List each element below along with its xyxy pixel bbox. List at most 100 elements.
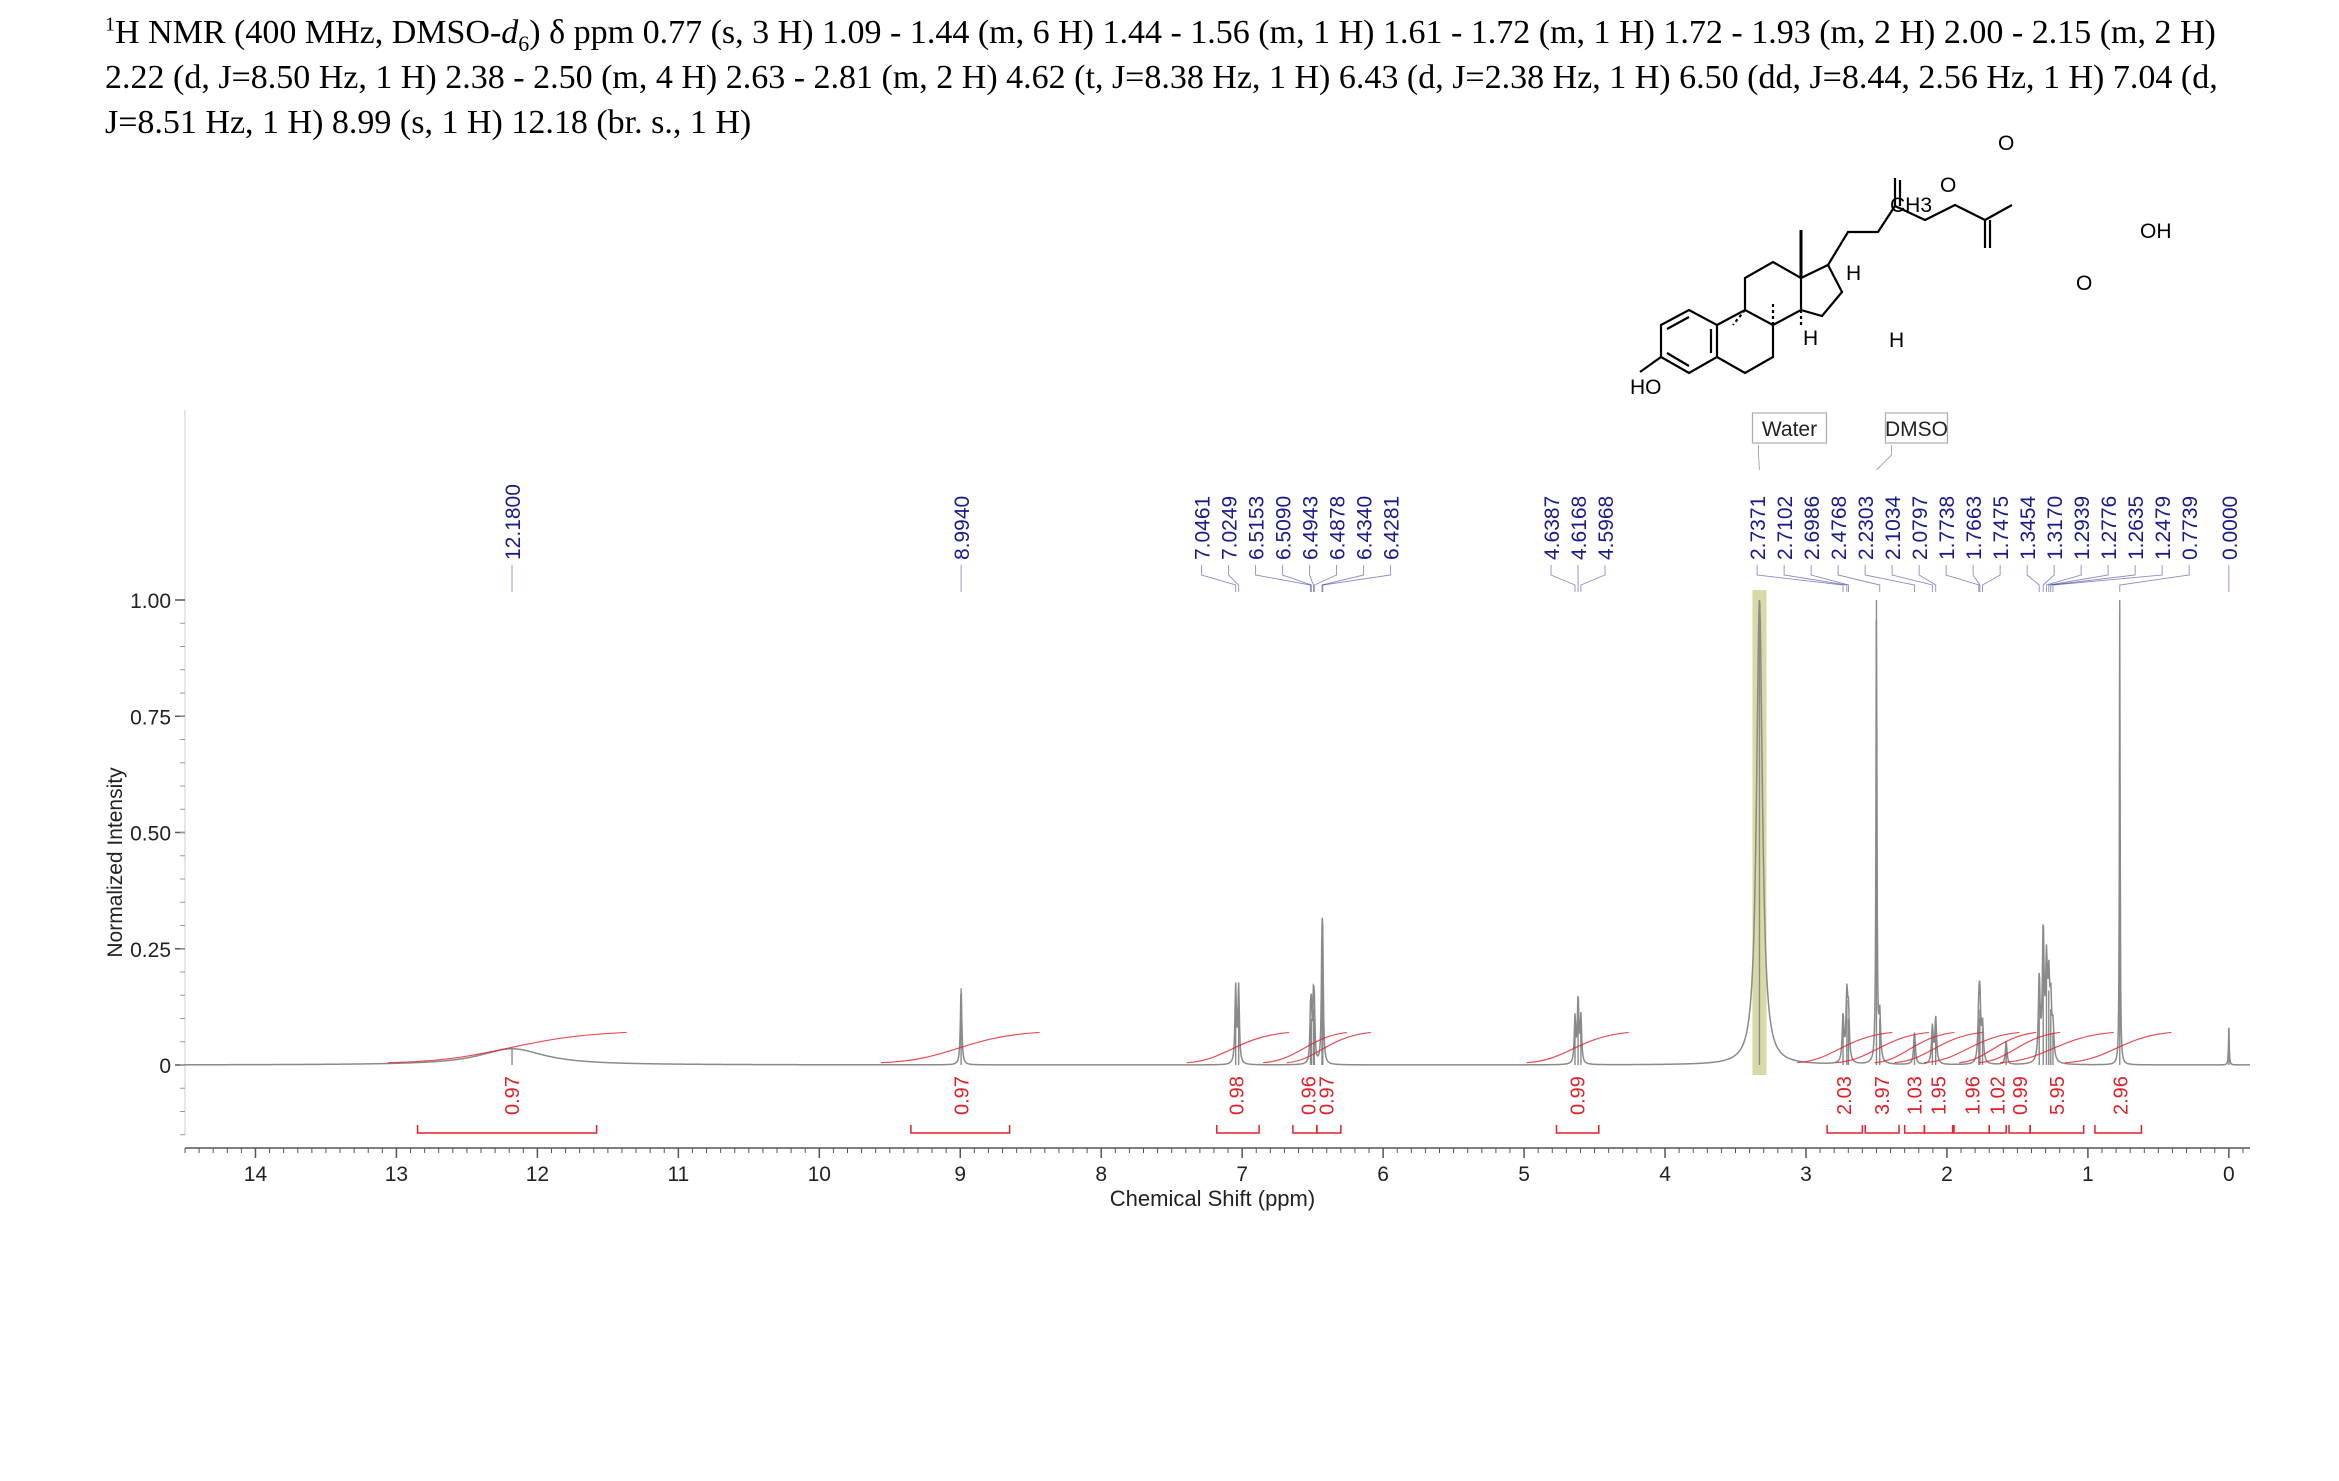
peak-label-leader [1982, 565, 2001, 592]
nmr-description-line-1a: NMR (400 MHz, DMSO- [139, 14, 502, 51]
peak-label: 1.2939 [2071, 496, 2094, 560]
x-tick-label: 11 [667, 1163, 689, 1186]
integral-curve [1978, 1031, 2061, 1064]
nmr-description: 1H NMR (400 MHz, DMSO-d6) δ ppm 0.77 (s,… [105, 10, 2285, 145]
y-tick-label: 0.50 [130, 823, 171, 846]
peak-label-leader [1783, 565, 1848, 592]
integral-value: 1.96 [1962, 1076, 1984, 1115]
peak-label-leader [2052, 565, 2163, 592]
peak-label: 2.2303 [1855, 496, 1878, 560]
y-tick-label: 0.25 [130, 939, 171, 962]
peak-label: 6.4281 [1381, 496, 1404, 560]
peak-label: 1.2776 [2098, 496, 2121, 560]
integral-curve [1797, 1031, 1893, 1064]
integral-value: 0.97 [952, 1076, 974, 1115]
peak-label: 6.4878 [1327, 496, 1350, 560]
peak-label-leader [1321, 565, 1365, 592]
structure-label: CH3 [1890, 194, 1932, 217]
peak-label: 7.0461 [1192, 496, 1215, 560]
peak-label-leader [1756, 565, 1844, 592]
chemical-structure [1639, 178, 2013, 375]
integral-curve [1186, 1031, 1290, 1064]
integral-curve [2000, 1031, 2114, 1064]
peak-label: 4.6168 [1568, 496, 1591, 560]
integral-value: 0.98 [1227, 1076, 1249, 1115]
y-tick-label: 0.75 [130, 706, 171, 729]
integral-curve [387, 1031, 627, 1064]
peak-label-leader [2026, 565, 2040, 592]
peak-label: 6.5090 [1273, 496, 1296, 560]
solvent-label-leader [1876, 445, 1892, 471]
peak-label-leader [1945, 565, 1980, 592]
peak-label-leader [1255, 565, 1311, 592]
x-tick-label: 5 [1518, 1163, 1530, 1186]
peak-label: 2.0797 [1909, 496, 1932, 560]
peak-label: 1.2635 [2125, 496, 2148, 560]
peak-label: 6.4340 [1354, 496, 1377, 560]
peak-label: 7.0249 [1219, 496, 1242, 560]
nucleus-symbol: H [115, 14, 140, 51]
solvent-label-box [1751, 412, 1828, 444]
integral-curve [2064, 1031, 2172, 1064]
peak-label-leader [1972, 565, 1981, 592]
structure-label: H [1889, 329, 1904, 352]
integral-bracket [1555, 1125, 1600, 1134]
peak-label-leader [1201, 565, 1237, 592]
solvent-subscript: 6 [518, 30, 530, 56]
structure-label: H [1846, 262, 1861, 285]
peak-label-leader [1837, 565, 1881, 592]
integral-curve [1286, 1031, 1371, 1064]
integral-bracket [1826, 1125, 1864, 1134]
integral-curve [1923, 1031, 2020, 1064]
peak-label: 4.6387 [1541, 496, 1564, 560]
peak-label: 1.7475 [1990, 496, 2013, 560]
integral-bracket [1864, 1125, 1900, 1134]
peak-label: 1.2479 [2152, 496, 2175, 560]
integral-value: 2.03 [1834, 1076, 1856, 1115]
peak-label: 2.6986 [1801, 496, 1824, 560]
integral-curve [1262, 1031, 1347, 1064]
x-tick-label: 1 [2082, 1163, 2094, 1186]
integral-curves: 0.97 0.97 0.98 0.960.97 0.99 2.03 3.97 1.03 1.95… [387, 1031, 2172, 1134]
x-tick-label: 3 [1800, 1163, 1812, 1186]
solvent-label: DMSO [1885, 418, 1948, 441]
axis-labels: Chemical Shift (ppm) Normalized Intensity [104, 767, 1315, 1211]
x-tick-label: 9 [954, 1163, 966, 1186]
peak-label-leader [1810, 565, 1849, 592]
x-tick-label: 4 [1659, 1163, 1671, 1186]
integral-value: 0.97 [502, 1076, 524, 1115]
integral-value: 5.95 [2047, 1076, 2069, 1115]
peak-label-leader [1580, 565, 1606, 592]
y-axis-title: Normalized Intensity [104, 767, 127, 958]
nmr-description-line-1b: ) δ ppm 0.77 (s, 3 H) 1.09 - 1.44 (m, 6 … [529, 14, 2216, 51]
x-tick-label: 0 [2223, 1163, 2235, 1186]
x-tick-label: 8 [1095, 1163, 1107, 1186]
peak-label: 0.7739 [2179, 496, 2202, 560]
peak-label: 8.9940 [951, 496, 974, 560]
integral-value: 2.96 [2110, 1076, 2132, 1115]
integral-bracket [1292, 1125, 1318, 1134]
integral-value: 0.97 [1317, 1076, 1339, 1115]
solvent-annotations: Water DMSO [1751, 412, 1949, 471]
x-tick-label: 7 [1236, 1163, 1248, 1186]
y-tick-label: 1.00 [130, 590, 171, 613]
peak-label-leader [1313, 565, 1338, 592]
spectrum-line [185, 600, 2250, 1066]
integral-value: 3.97 [1872, 1076, 1894, 1115]
integral-value: 1.95 [1928, 1076, 1950, 1115]
peak-label-leader [2048, 565, 2109, 592]
peak-label-leader [2050, 565, 2136, 592]
peak-label-leader [1309, 565, 1314, 592]
structure-label: OH [2140, 220, 2172, 243]
peak-label: 6.5153 [1246, 496, 1269, 560]
peak-labels: 12.1800 8.9940 7.0461 7.0249 6.5153 6.5090 6.4… [502, 484, 2242, 592]
x-axis-title: Chemical Shift (ppm) [1110, 1186, 1315, 1211]
x-tick-label: 13 [385, 1163, 408, 1186]
integral-bracket [416, 1125, 598, 1134]
nmr-description-line-1: 1H NMR (400 MHz, DMSO-d6) δ ppm 0.77 (s,… [105, 10, 2285, 55]
integral-curve [1894, 1031, 1983, 1064]
peak-label-leader [1228, 565, 1240, 592]
peak-label: 1.3170 [2044, 496, 2067, 560]
solvent-deuterium: d [501, 14, 519, 51]
peak-label-leader [2046, 565, 2082, 592]
